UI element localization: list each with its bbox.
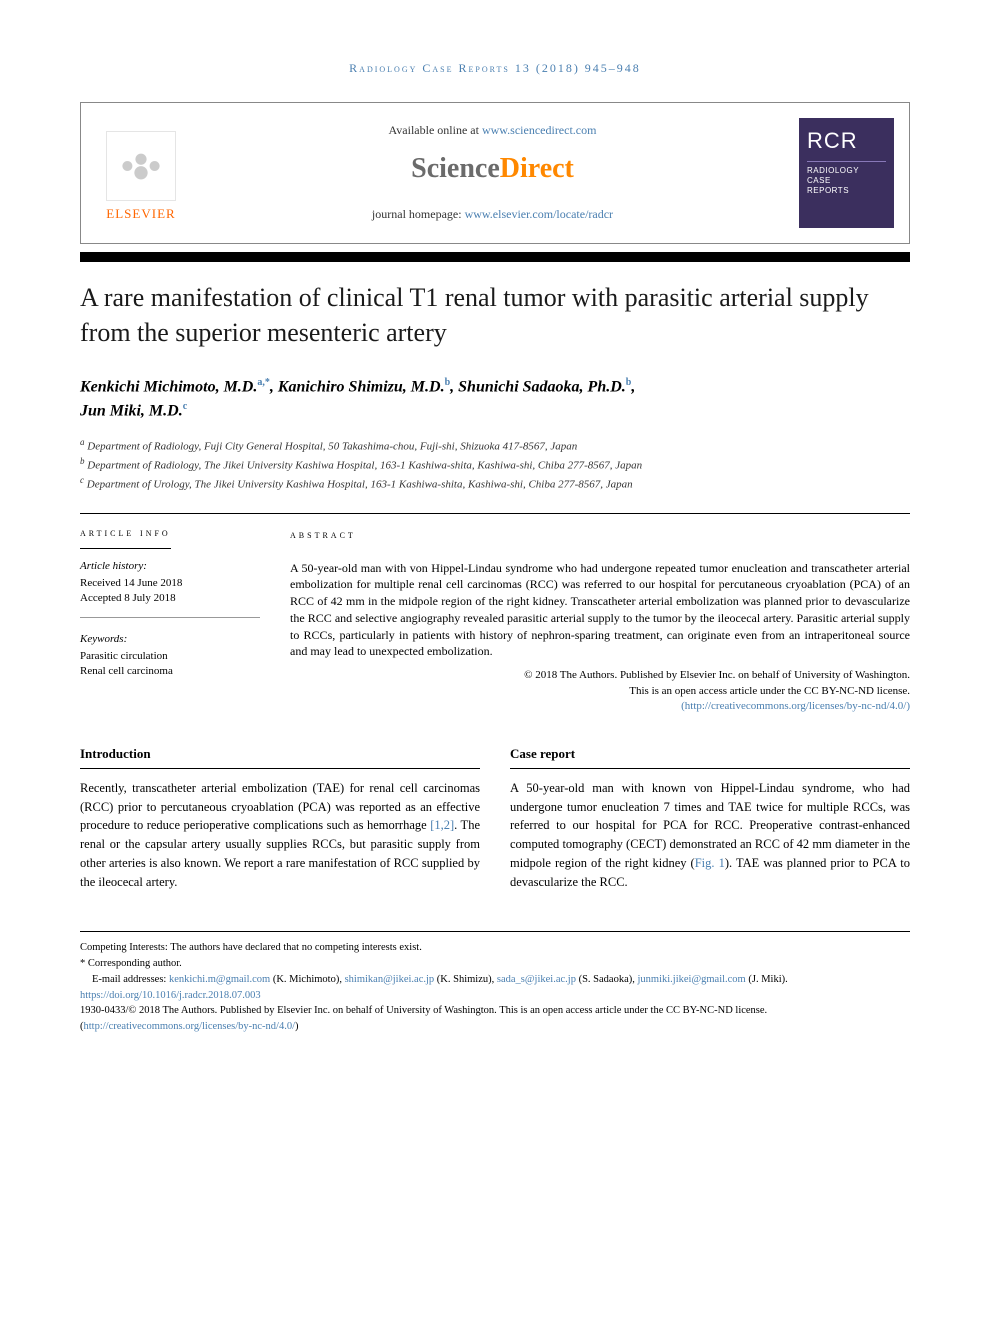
info-abstract-row: article info Article history: Received 1… [80,513,910,714]
sep: , [631,378,635,395]
email-addresses: E-mail addresses: kenkichi.m@gmail.com (… [80,972,910,988]
elsevier-logo: ELSEVIER [96,123,186,223]
copyright-line1: © 2018 The Authors. Published by Elsevie… [290,668,910,683]
elsevier-text: ELSEVIER [106,205,175,223]
rcr-line1: RADIOLOGY [807,166,886,176]
abstract-heading: abstract [290,528,356,549]
left-column: Introduction Recently, transcatheter art… [80,744,480,891]
introduction-text: Recently, transcatheter arterial emboliz… [80,779,480,892]
rcr-journal-logo: RCR RADIOLOGY CASE REPORTS [799,118,894,228]
email-3[interactable]: sada_s@jikei.ac.jp [497,974,576,985]
affil-a-text: Department of Radiology, Fuji City Gener… [87,440,577,452]
keyword-1: Parasitic circulation [80,649,260,664]
author-2: Kanichiro Shimizu, M.D. [278,378,445,395]
available-prefix: Available online at [389,123,482,137]
abstract-text: A 50-year-old man with von Hippel-Lindau… [290,560,910,661]
corresponding-author: * Corresponding author. [80,956,910,972]
sd-logo-left: Science [411,153,500,184]
article-history: Article history: Received 14 June 2018 A… [80,559,260,618]
email-2[interactable]: shimikan@jikei.ac.jp [345,974,435,985]
article-info-heading: article info [80,526,171,548]
footer-license-link[interactable]: http://creativecommons.org/licenses/by-n… [84,1021,296,1032]
journal-header: ELSEVIER Available online at www.science… [80,102,910,244]
accepted-date: Accepted 8 July 2018 [80,591,260,606]
body-columns: Introduction Recently, transcatheter art… [80,744,910,891]
copyright-block: © 2018 The Authors. Published by Elsevie… [290,668,910,714]
header-center: Available online at www.sciencedirect.co… [206,122,779,223]
rcr-full: RADIOLOGY CASE REPORTS [807,166,886,197]
homepage-link[interactable]: www.elsevier.com/locate/radcr [465,207,614,221]
introduction-heading: Introduction [80,744,480,769]
history-label: Article history: [80,559,260,574]
issn-copyright: 1930-0433/© 2018 The Authors. Published … [80,1003,910,1035]
right-column: Case report A 50-year-old man with known… [510,744,910,891]
email-label: E-mail addresses: [92,974,169,985]
case-report-text: A 50-year-old man with known von Hippel-… [510,779,910,892]
affiliation-a: a Department of Radiology, Fuji City Gen… [80,436,910,455]
sciencedirect-link[interactable]: www.sciencedirect.com [482,123,597,137]
article-title: A rare manifestation of clinical T1 rena… [80,280,910,350]
rcr-abbrev: RCR [807,126,886,157]
license-link[interactable]: (http://creativecommons.org/licenses/by-… [681,700,910,712]
sep: , [270,378,278,395]
affiliations: a Department of Radiology, Fuji City Gen… [80,436,910,493]
close-paren: ) [295,1021,299,1032]
fig1-ref[interactable]: Fig. 1 [695,856,725,870]
author-4-affil: c [183,401,187,412]
abstract: abstract A 50-year-old man with von Hipp… [290,526,910,714]
author-list: Kenkichi Michimoto, M.D.a,*, Kanichiro S… [80,375,910,424]
author-1: Kenkichi Michimoto, M.D. [80,378,257,395]
competing-interests: Competing Interests: The authors have de… [80,940,910,956]
elsevier-tree-icon [106,131,176,201]
author-1-affil: a,* [257,377,270,388]
running-head: Radiology Case Reports 13 (2018) 945–948 [80,60,910,77]
author-3: Shunichi Sadaoka, Ph.D. [458,378,626,395]
email-1-who: (K. Michimoto), [270,974,344,985]
email-3-who: (S. Sadaoka), [576,974,638,985]
keyword-2: Renal cell carcinoma [80,664,260,679]
journal-homepage: journal homepage: www.elsevier.com/locat… [206,206,779,223]
sciencedirect-logo: ScienceDirect [206,149,779,188]
sep: , [450,378,458,395]
author-4: Jun Miki, M.D. [80,403,183,420]
affiliation-b: b Department of Radiology, The Jikei Uni… [80,455,910,474]
received-date: Received 14 June 2018 [80,576,260,591]
email-1[interactable]: kenkichi.m@gmail.com [169,974,270,985]
email-2-who: (K. Shimizu), [434,974,497,985]
footnotes: Competing Interests: The authors have de… [80,931,910,1035]
rcr-divider [807,161,886,162]
homepage-prefix: journal homepage: [372,207,465,221]
title-bar [80,252,910,262]
intro-refs[interactable]: [1,2] [430,818,454,832]
keywords-label: Keywords: [80,632,260,647]
intro-part1: Recently, transcatheter arterial emboliz… [80,781,480,833]
available-online: Available online at www.sciencedirect.co… [206,122,779,139]
sd-logo-right: Direct [500,153,574,184]
affil-b-text: Department of Radiology, The Jikei Unive… [87,459,642,471]
case-report-heading: Case report [510,744,910,769]
article-info: article info Article history: Received 1… [80,526,260,714]
keywords: Keywords: Parasitic circulation Renal ce… [80,632,260,690]
email-4-who: (J. Miki). [746,974,788,985]
rcr-line3: REPORTS [807,186,886,196]
affil-c-text: Department of Urology, The Jikei Univers… [87,479,633,491]
affiliation-c: c Department of Urology, The Jikei Unive… [80,474,910,493]
doi-link[interactable]: https://doi.org/10.1016/j.radcr.2018.07.… [80,990,261,1001]
email-4[interactable]: junmiki.jikei@gmail.com [637,974,745,985]
copyright-line2: This is an open access article under the… [290,684,910,699]
rcr-line2: CASE [807,176,886,186]
